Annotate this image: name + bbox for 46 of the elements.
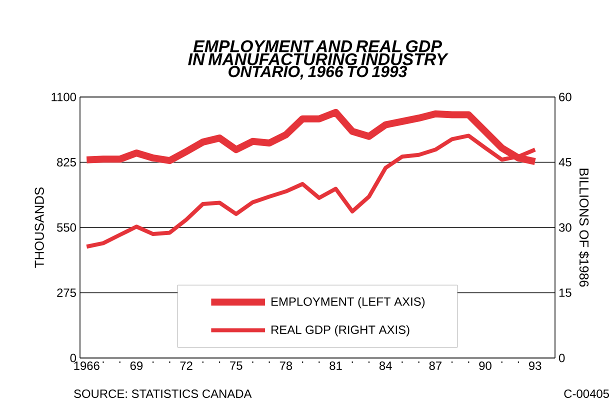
- x-tick-label: 72: [180, 362, 192, 370]
- x-tick-label: .: [218, 362, 220, 363]
- x-tick-label: 87: [429, 362, 442, 370]
- x-tick-label: .: [468, 362, 470, 363]
- y2-axis-title: BILLIONS OF $1986: [578, 168, 590, 287]
- x-tick-label: .: [402, 362, 403, 363]
- x-tick-label: .: [252, 362, 254, 363]
- x-tick-label: .: [302, 362, 304, 363]
- x-tick-label: .: [451, 362, 453, 363]
- y-tick-label: 0: [70, 354, 76, 362]
- x-tick-label: .: [169, 362, 170, 363]
- legend-label: EMPLOYMENT (LEFT AXIS): [272, 297, 425, 308]
- x-tick-label: .: [518, 362, 520, 363]
- y2-tick-label: 45: [558, 158, 572, 166]
- x-tick-label: .: [202, 362, 204, 363]
- x-tick-label: .: [418, 362, 420, 363]
- y-tick-label: 1100: [52, 92, 76, 102]
- x-tick-label: 90: [479, 362, 492, 370]
- y2-tick-label: 15: [559, 288, 572, 297]
- y2-tick-label: 30: [558, 223, 572, 232]
- chart-subtitle: ONTARIO, 1966 TO 1993: [228, 66, 408, 80]
- x-tick-label: .: [501, 362, 502, 363]
- x-tick-label: .: [268, 362, 270, 363]
- x-tick-label: 69: [130, 362, 143, 370]
- y-axis-title: THOUSANDS: [34, 187, 44, 268]
- x-tick-label: 81: [330, 362, 342, 370]
- y-tick-label: 825: [57, 158, 76, 166]
- x-tick-label: .: [318, 362, 320, 363]
- y-tick-label: 550: [57, 223, 76, 232]
- x-tick-label: .: [152, 362, 154, 363]
- legend-label: REAL GDP (RIGHT AXIS): [272, 325, 410, 336]
- x-tick-label: 78: [280, 362, 292, 370]
- x-tick-label: .: [102, 362, 104, 363]
- y2-tick-label: 0: [558, 354, 565, 362]
- x-tick-label: .: [352, 362, 353, 363]
- y-tick-label: 275: [57, 288, 76, 297]
- x-tick-label: .: [368, 362, 370, 363]
- x-tick-label: .: [119, 362, 120, 363]
- x-tick-label: 75: [230, 362, 242, 370]
- x-tick-label: 93: [528, 362, 542, 370]
- y2-tick-label: 60: [559, 92, 572, 102]
- chart-title: EMPLOYMENT AND REAL GDP IN MANUFACTURING INDUSTRY: [188, 40, 448, 66]
- text: C-00405: [564, 390, 609, 398]
- x-tick-label: 84: [379, 362, 392, 370]
- x-tick-label: 1966: [74, 362, 100, 370]
- source-note: SOURCE: STATISTICS CANADA: [74, 390, 252, 398]
